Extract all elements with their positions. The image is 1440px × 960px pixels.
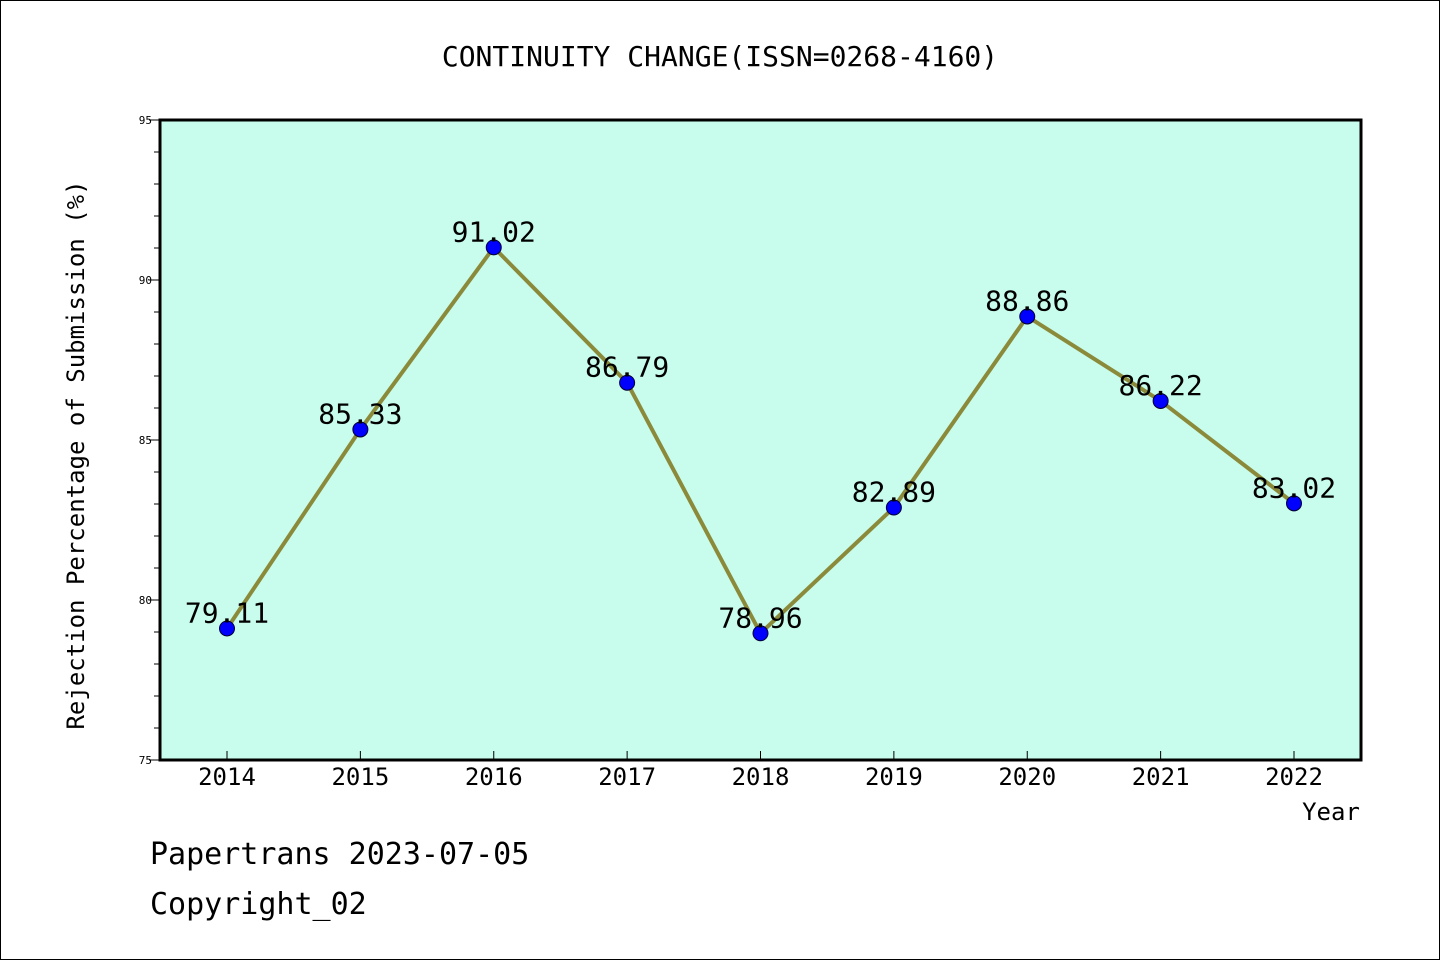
data-label: 85.33 (318, 397, 402, 430)
data-point (219, 620, 235, 637)
x-tick-label: 2022 (1265, 763, 1323, 791)
data-label: 88.86 (985, 284, 1069, 317)
x-tick-label: 2017 (598, 763, 656, 791)
x-axis: 2014 2015 2016 2017 2018 2019 2020 2021 2022 (198, 751, 1323, 791)
data-label: 83.02 (1252, 471, 1336, 504)
x-tick-label: 2018 (732, 763, 790, 791)
y-tick-label: 75 (139, 754, 152, 767)
plot-area (158, 118, 1363, 762)
y-tick-label: 95 (139, 114, 152, 127)
x-tick-label: 2021 (1132, 763, 1190, 791)
x-tick-label: 2014 (198, 763, 256, 791)
data-labels: 79.11 85.33 91.02 86.79 78.96 82.89 88.86 86.22… (185, 215, 1336, 634)
data-point (352, 421, 369, 438)
series-0 (219, 239, 1302, 642)
x-tick-label: 2020 (998, 763, 1056, 791)
data-label: 91.02 (452, 215, 536, 248)
footer-line-2: Copyright_02 (150, 887, 367, 922)
data-label: 79.11 (185, 596, 269, 629)
data-point (1019, 308, 1036, 325)
y-tick-label: 80 (139, 594, 152, 607)
x-tick-label: 2016 (465, 763, 523, 791)
data-point (619, 374, 636, 391)
data-point (485, 239, 502, 256)
data-point (752, 625, 769, 642)
footer-line-1: Papertrans 2023-07-05 (150, 837, 529, 872)
data-label: 86.79 (585, 351, 669, 384)
y-axis: 75 80 85 90 95 (139, 114, 159, 767)
data-point (885, 499, 902, 516)
data-point (1286, 495, 1302, 512)
y-tick-label: 90 (139, 274, 152, 287)
x-axis-label: Year (1302, 798, 1360, 826)
chart-title: CONTINUITY CHANGE(ISSN=0268-4160) (442, 40, 998, 73)
x-tick-label: 2019 (865, 763, 923, 791)
data-label: 82.89 (852, 476, 936, 509)
y-tick-label: 85 (139, 434, 152, 447)
y-axis-label: Rejection Percentage of Submission (%) (62, 180, 90, 729)
data-point (1152, 392, 1169, 409)
data-label: 86.22 (1118, 369, 1202, 402)
x-tick-label: 2015 (331, 763, 389, 791)
data-label: 78.96 (718, 601, 802, 634)
